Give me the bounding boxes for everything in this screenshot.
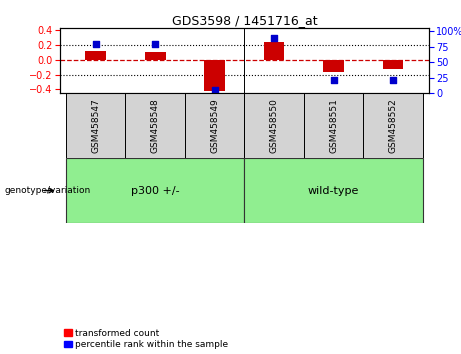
- Title: GDS3598 / 1451716_at: GDS3598 / 1451716_at: [171, 14, 317, 27]
- Bar: [66, 93, 125, 158]
- Text: GSM458552: GSM458552: [389, 98, 397, 153]
- Point: [330, 77, 337, 82]
- Bar: [125, 93, 185, 158]
- Bar: [304, 93, 363, 158]
- Text: GSM458549: GSM458549: [210, 98, 219, 153]
- Point: [151, 41, 159, 47]
- Text: wild-type: wild-type: [308, 185, 359, 195]
- Bar: [204, 60, 225, 91]
- Bar: [244, 158, 423, 223]
- Text: GSM458551: GSM458551: [329, 98, 338, 153]
- Bar: [264, 42, 284, 60]
- Bar: [185, 93, 244, 158]
- Text: genotype/variation: genotype/variation: [5, 186, 91, 195]
- Bar: [244, 93, 304, 158]
- Point: [92, 41, 99, 47]
- Bar: [66, 158, 244, 223]
- Bar: [383, 60, 403, 69]
- Text: p300 +/-: p300 +/-: [131, 185, 179, 195]
- Point: [211, 87, 218, 93]
- Text: GSM458548: GSM458548: [151, 98, 160, 153]
- Text: GSM458547: GSM458547: [91, 98, 100, 153]
- Legend: transformed count, percentile rank within the sample: transformed count, percentile rank withi…: [65, 329, 228, 349]
- Bar: [323, 60, 344, 72]
- Point: [390, 77, 397, 82]
- Bar: [145, 52, 165, 60]
- Point: [271, 35, 278, 40]
- Bar: [363, 93, 423, 158]
- Text: GSM458550: GSM458550: [270, 98, 278, 153]
- Bar: [85, 51, 106, 60]
